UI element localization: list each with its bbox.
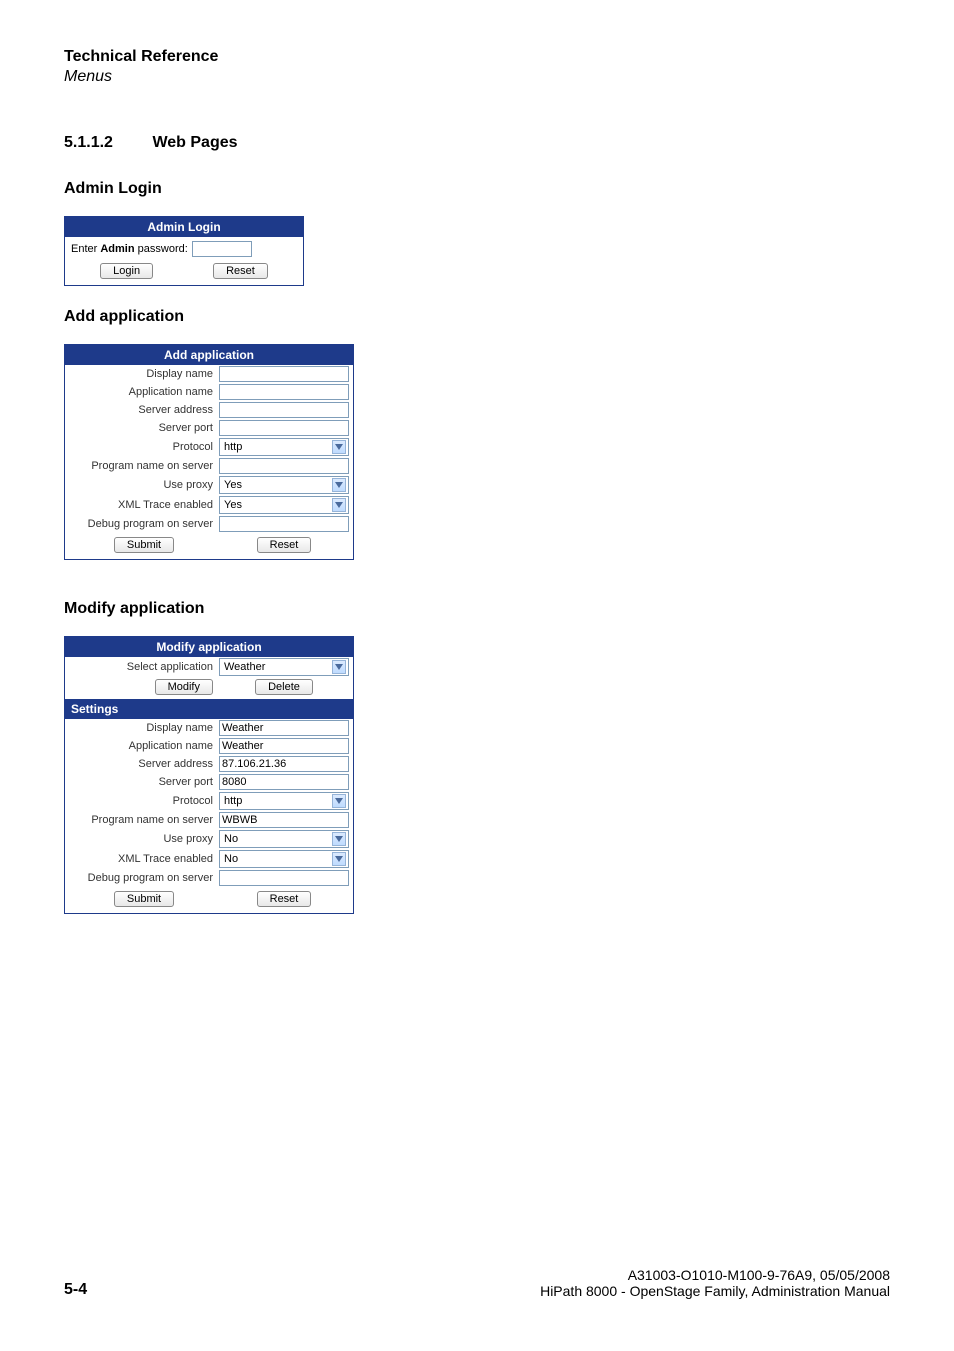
add-app-panel-title: Add application [65, 345, 353, 365]
modify-app-panel-title: Modify application [65, 637, 353, 657]
footer-doc-title: HiPath 8000 - OpenStage Family, Administ… [540, 1283, 890, 1299]
field-label: Debug program on server [69, 872, 219, 884]
submit-button[interactable]: Submit [114, 891, 174, 907]
debug-program-input[interactable] [219, 870, 349, 886]
display-name-input[interactable] [219, 366, 349, 382]
select-application-select[interactable]: Weather [219, 658, 349, 676]
admin-password-input[interactable] [192, 241, 252, 257]
field-label: Use proxy [69, 833, 219, 845]
use-proxy-select[interactable]: No [219, 830, 349, 848]
application-name-input[interactable] [219, 384, 349, 400]
chevron-down-icon [332, 794, 346, 808]
field-label: XML Trace enabled [69, 853, 219, 865]
field-label: Server address [69, 404, 219, 416]
select-value: Yes [224, 479, 242, 491]
footer-doc-id: A31003-O1010-M100-9-76A9, 05/05/2008 [540, 1267, 890, 1283]
add-app-heading: Add application [64, 308, 890, 326]
field-label: Server address [69, 758, 219, 770]
login-button[interactable]: Login [100, 263, 153, 279]
field-label: Select application [69, 661, 219, 673]
page-footer: 5-4 A31003-O1010-M100-9-76A9, 05/05/2008… [64, 1267, 890, 1299]
server-port-input[interactable] [219, 774, 349, 790]
protocol-select[interactable]: http [219, 438, 349, 456]
field-label: Server port [69, 776, 219, 788]
modify-app-heading: Modify application [64, 600, 890, 618]
page-number: 5-4 [64, 1281, 87, 1299]
select-value: http [224, 795, 242, 807]
select-value: Weather [224, 661, 265, 673]
chevron-down-icon [332, 498, 346, 512]
label-bold: Admin [100, 243, 134, 255]
submit-button[interactable]: Submit [114, 537, 174, 553]
protocol-select[interactable]: http [219, 792, 349, 810]
field-label: Display name [69, 722, 219, 734]
doc-title: Technical Reference [64, 48, 890, 66]
section-number: 5.1.1.2 [64, 134, 148, 152]
field-label: Protocol [69, 441, 219, 453]
doc-subtitle: Menus [64, 68, 890, 86]
admin-password-label: Enter Admin password: [71, 243, 188, 255]
field-label: Application name [69, 386, 219, 398]
chevron-down-icon [332, 852, 346, 866]
add-app-panel: Add application Display name Application… [64, 344, 354, 560]
reset-button[interactable]: Reset [257, 537, 312, 553]
field-label: Use proxy [69, 479, 219, 491]
field-label: Display name [69, 368, 219, 380]
field-label: Protocol [69, 795, 219, 807]
server-port-input[interactable] [219, 420, 349, 436]
settings-subheader: Settings [65, 699, 353, 719]
field-label: XML Trace enabled [69, 499, 219, 511]
section-heading: 5.1.1.2 Web Pages [64, 134, 890, 152]
section-title: Web Pages [152, 134, 237, 151]
modify-button[interactable]: Modify [155, 679, 213, 695]
admin-login-panel: Admin Login Enter Admin password: Login … [64, 216, 304, 286]
label-text: password: [135, 243, 188, 255]
field-label: Server port [69, 422, 219, 434]
chevron-down-icon [332, 832, 346, 846]
chevron-down-icon [332, 478, 346, 492]
field-label: Debug program on server [69, 518, 219, 530]
use-proxy-select[interactable]: Yes [219, 476, 349, 494]
admin-login-heading: Admin Login [64, 180, 890, 198]
select-value: No [224, 853, 238, 865]
application-name-input[interactable] [219, 738, 349, 754]
select-value: Yes [224, 499, 242, 511]
server-address-input[interactable] [219, 402, 349, 418]
field-label: Program name on server [69, 460, 219, 472]
admin-login-panel-title: Admin Login [65, 217, 303, 237]
select-value: No [224, 833, 238, 845]
modify-app-panel: Modify application Select application We… [64, 636, 354, 914]
server-address-input[interactable] [219, 756, 349, 772]
debug-program-input[interactable] [219, 516, 349, 532]
xml-trace-select[interactable]: No [219, 850, 349, 868]
select-value: http [224, 441, 242, 453]
field-label: Application name [69, 740, 219, 752]
label-text: Enter [71, 243, 100, 255]
delete-button[interactable]: Delete [255, 679, 313, 695]
chevron-down-icon [332, 440, 346, 454]
xml-trace-select[interactable]: Yes [219, 496, 349, 514]
field-label: Program name on server [69, 814, 219, 826]
reset-button[interactable]: Reset [213, 263, 268, 279]
display-name-input[interactable] [219, 720, 349, 736]
program-name-input[interactable] [219, 812, 349, 828]
chevron-down-icon [332, 660, 346, 674]
program-name-input[interactable] [219, 458, 349, 474]
reset-button[interactable]: Reset [257, 891, 312, 907]
